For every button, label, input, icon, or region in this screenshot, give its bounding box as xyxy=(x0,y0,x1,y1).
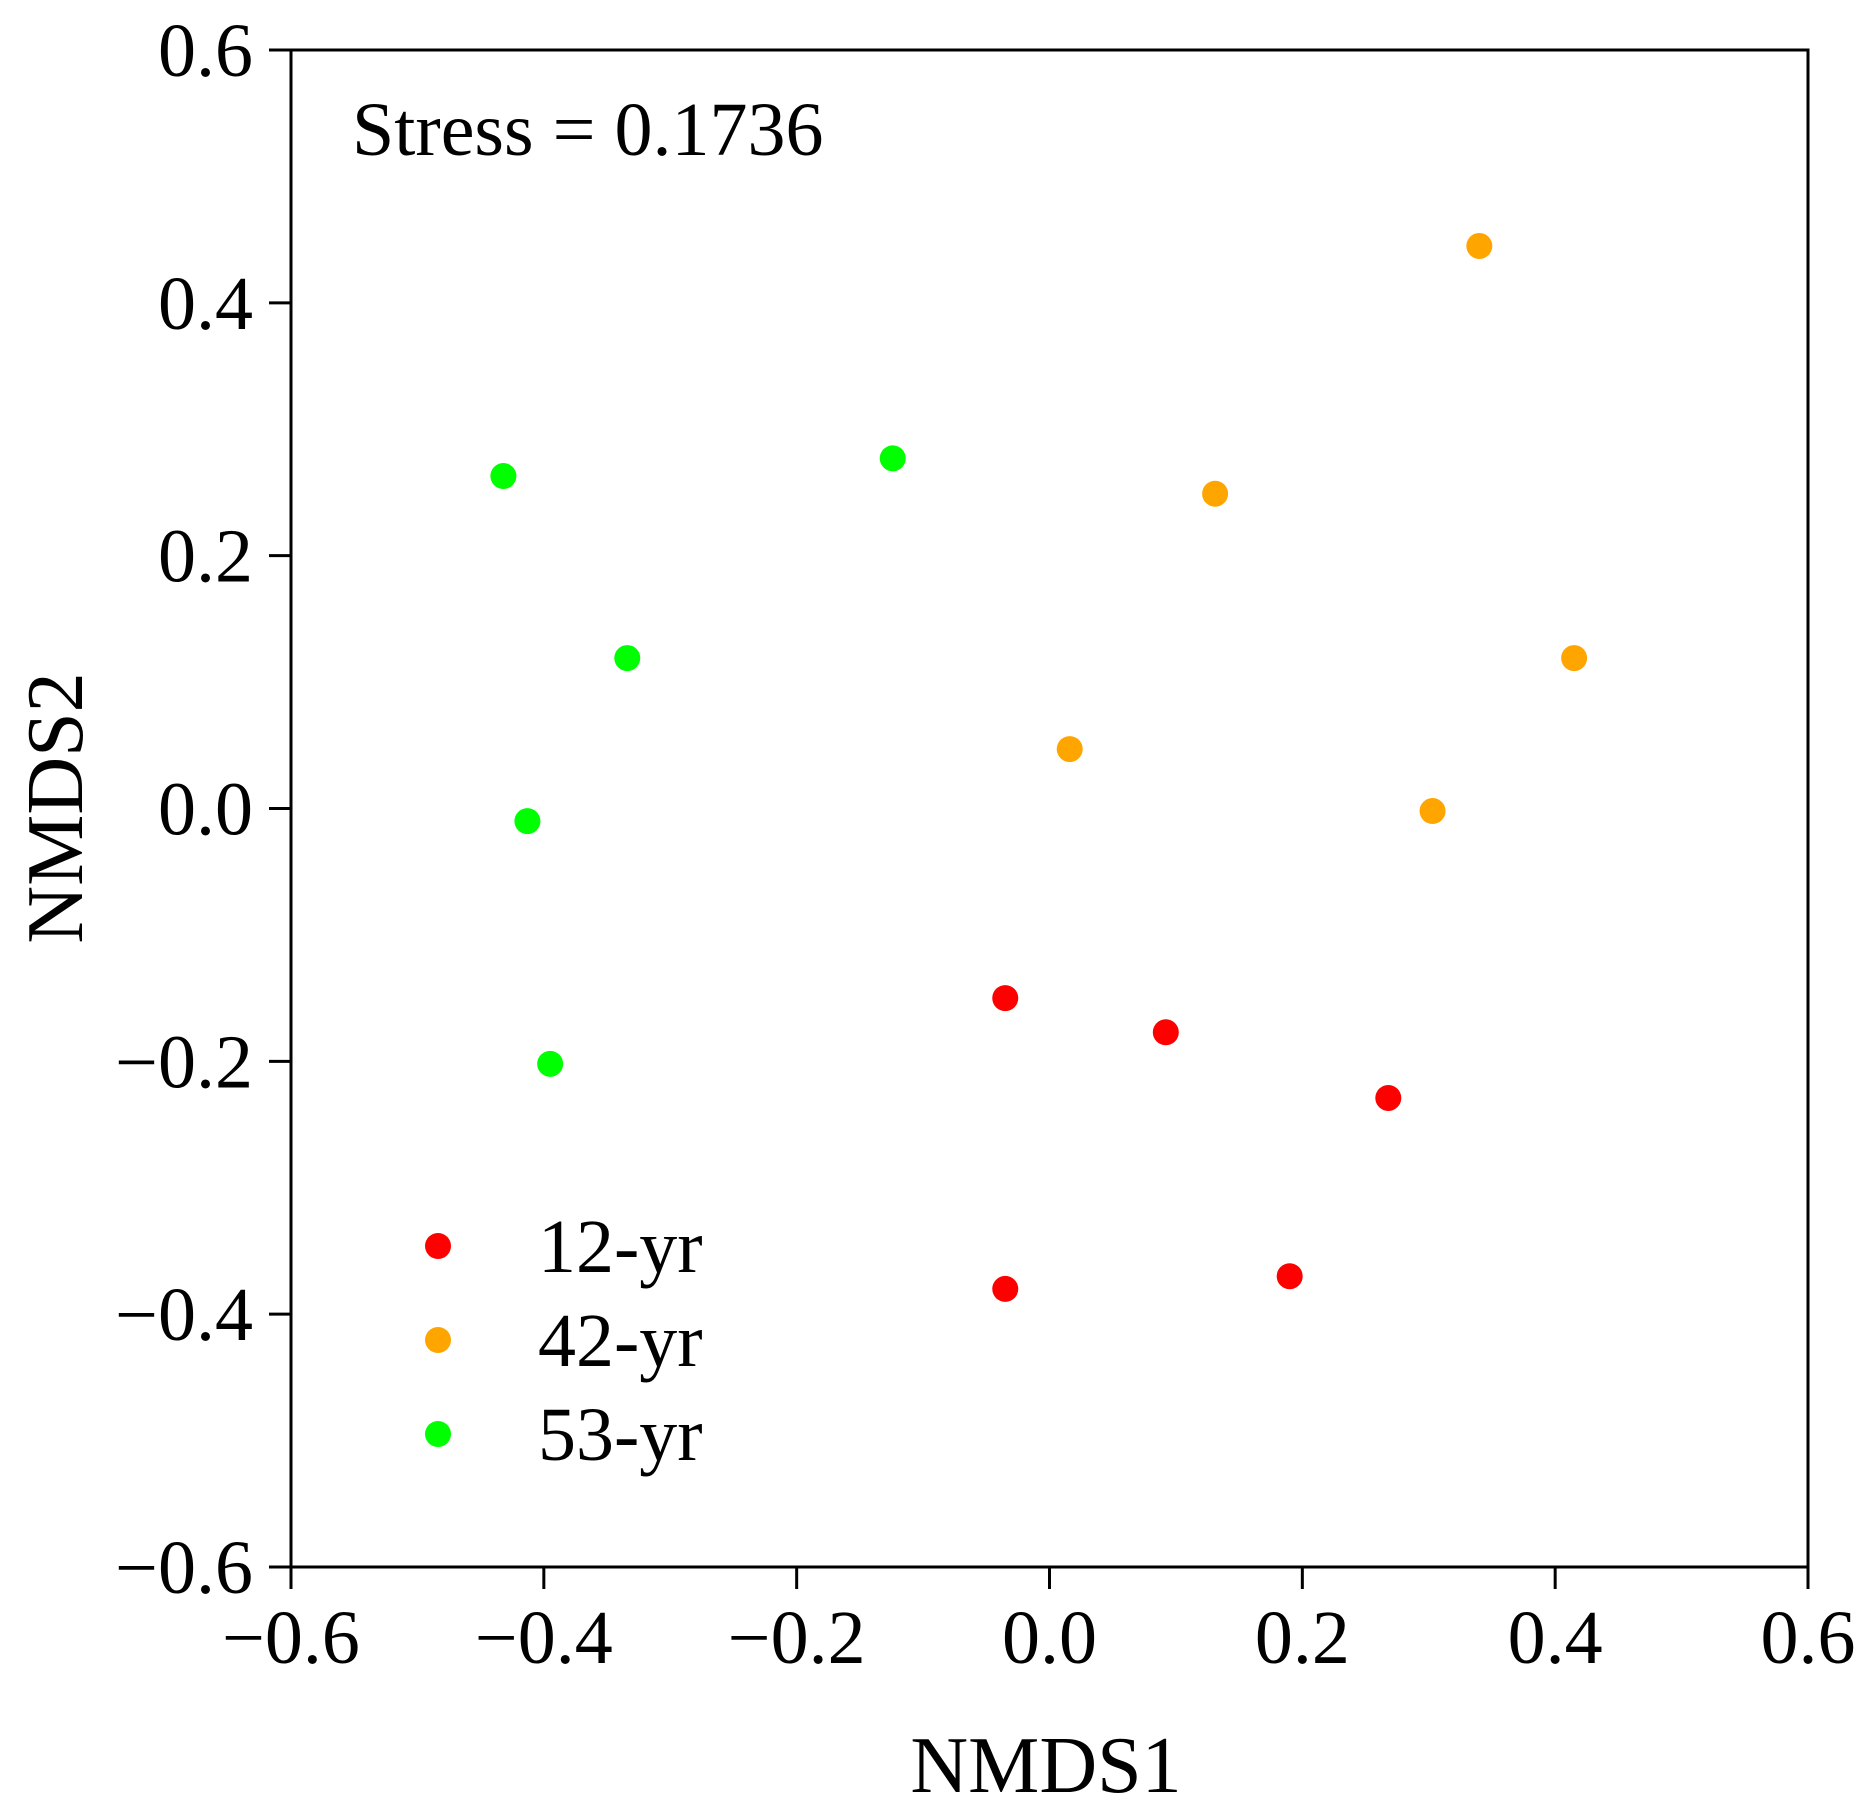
legend-marker xyxy=(425,1233,451,1259)
data-point-42-yr-2[interactable] xyxy=(1202,480,1229,507)
legend-label: 12-yr xyxy=(538,1205,703,1289)
y-tick-label: −0.4 xyxy=(115,1273,253,1357)
data-point-12-yr-3[interactable] xyxy=(1375,1084,1402,1111)
axes-layer: −0.6 −0.4 −0.2 0.0 0.2 0.4 0.6 −0.6 −0.4 −0.2 0.0 0… xyxy=(115,9,1855,1680)
x-tick-label: −0.2 xyxy=(728,1596,866,1680)
y-tick-label: 0.6 xyxy=(158,9,253,93)
x-tick-label: 0.4 xyxy=(1508,1596,1603,1680)
plot-frame xyxy=(289,48,1810,1569)
data-point-53-yr-1[interactable] xyxy=(490,463,517,490)
legend-item-53-yr: 53-yr xyxy=(425,1393,703,1477)
series-53-yr xyxy=(490,445,906,1077)
data-point-42-yr-4[interactable] xyxy=(1056,736,1083,763)
legend-label: 53-yr xyxy=(538,1393,703,1477)
y-tick-label: −0.2 xyxy=(115,1020,253,1104)
legend-marker xyxy=(425,1327,451,1353)
x-tick-label: 0.0 xyxy=(1002,1596,1097,1680)
legend-label: 42-yr xyxy=(538,1299,703,1383)
series-42-yr xyxy=(1056,232,1588,825)
data-point-42-yr-1[interactable] xyxy=(1466,232,1493,259)
data-point-53-yr-2[interactable] xyxy=(879,445,906,472)
y-tick-label: 0.2 xyxy=(158,515,253,599)
x-axis-label: NMDS1 xyxy=(910,1722,1181,1804)
legend-marker xyxy=(425,1421,451,1447)
y-tick-label: 0.4 xyxy=(158,262,253,346)
x-tick-label: 0.6 xyxy=(1761,1596,1856,1680)
legend-item-12-yr: 12-yr xyxy=(425,1205,703,1289)
y-tick-label: 0.0 xyxy=(158,768,253,852)
data-point-12-yr-5[interactable] xyxy=(992,1275,1019,1302)
data-point-12-yr-1[interactable] xyxy=(992,985,1019,1012)
data-point-42-yr-3[interactable] xyxy=(1561,645,1588,672)
data-point-53-yr-3[interactable] xyxy=(614,645,641,672)
x-tick-label: 0.2 xyxy=(1255,1596,1350,1680)
data-point-53-yr-4[interactable] xyxy=(514,808,541,835)
data-point-12-yr-4[interactable] xyxy=(1276,1263,1303,1290)
data-point-12-yr-2[interactable] xyxy=(1152,1019,1179,1046)
stress-annotation: Stress = 0.1736 xyxy=(352,88,823,172)
series-12-yr xyxy=(992,985,1402,1302)
y-tick-label: −0.6 xyxy=(115,1526,253,1610)
points-layer xyxy=(490,232,1588,1302)
data-point-42-yr-5[interactable] xyxy=(1419,798,1446,825)
data-point-53-yr-5[interactable] xyxy=(537,1050,564,1077)
y-axis-label: NMDS2 xyxy=(12,672,100,943)
legend: 12-yr 42-yr 53-yr xyxy=(425,1205,703,1477)
x-tick-label: −0.4 xyxy=(475,1596,613,1680)
x-tick-label: −0.6 xyxy=(222,1596,360,1680)
legend-item-42-yr: 42-yr xyxy=(425,1299,703,1383)
